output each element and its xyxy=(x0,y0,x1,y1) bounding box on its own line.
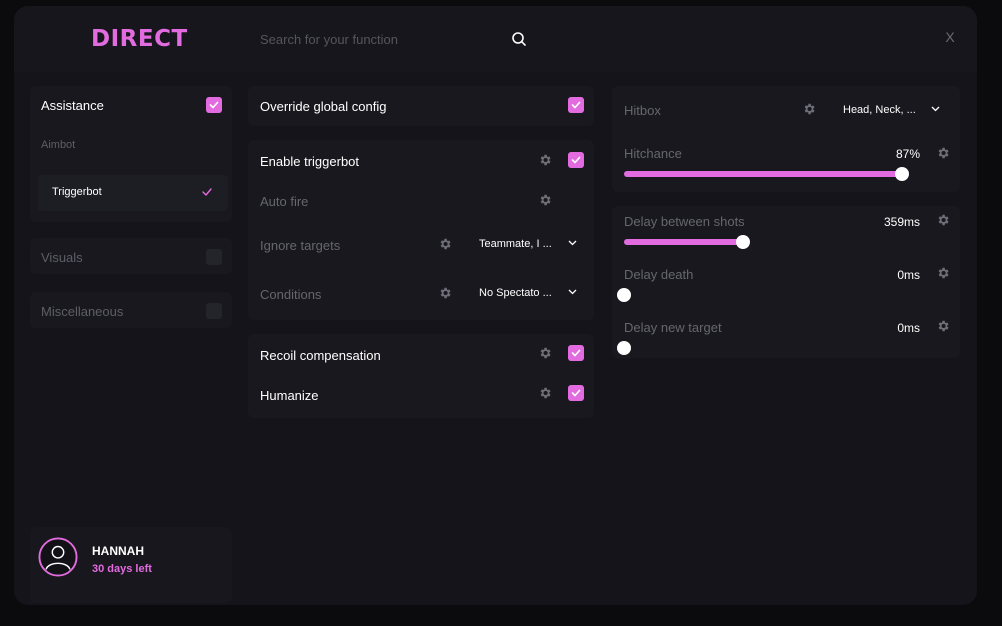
enable-triggerbot-label: Enable triggerbot xyxy=(260,154,360,169)
search-input[interactable] xyxy=(250,26,530,52)
override-label: Override global config xyxy=(260,99,387,114)
conditions-label: Conditions xyxy=(260,287,322,302)
sidebar-aimbot-label[interactable]: Aimbot xyxy=(41,139,76,151)
delay-death-label: Delay death xyxy=(624,267,694,282)
delay-target-value: 0ms xyxy=(897,321,920,335)
sidebar-item-triggerbot[interactable]: Triggerbot xyxy=(38,175,228,211)
ignore-targets-dropdown[interactable]: Teammate, I ... xyxy=(479,231,577,257)
misc-checkbox[interactable] xyxy=(206,303,222,319)
delay-panel: Delay between shots 359ms Delay death 0m… xyxy=(612,206,960,358)
delay-target-slider[interactable] xyxy=(617,341,921,355)
slider-handle[interactable] xyxy=(735,235,750,249)
app-logo: DIRECT xyxy=(91,26,188,52)
chevron-down-icon xyxy=(568,289,577,295)
sidebar-visuals-label: Visuals xyxy=(41,250,83,265)
hitbox-label: Hitbox xyxy=(624,103,661,118)
auto-fire-label: Auto fire xyxy=(260,194,309,209)
chevron-down-icon xyxy=(931,106,940,112)
override-panel: Override global config xyxy=(248,86,594,126)
visuals-checkbox[interactable] xyxy=(206,249,222,265)
conditions-value: No Spectato ... xyxy=(479,287,552,299)
recoil-checkbox[interactable] xyxy=(568,345,584,361)
sidebar-item-label: Triggerbot xyxy=(52,186,102,198)
gear-icon[interactable] xyxy=(538,386,552,400)
check-icon xyxy=(202,188,212,196)
hitchance-value: 87% xyxy=(895,147,920,161)
humanize-checkbox[interactable] xyxy=(568,385,584,401)
user-name: HANNAH xyxy=(92,544,144,558)
hitchance-label: Hitchance xyxy=(624,146,682,161)
gear-icon[interactable] xyxy=(936,146,950,160)
slider-handle[interactable] xyxy=(895,167,909,181)
check-icon xyxy=(209,101,219,109)
slider-handle[interactable] xyxy=(617,341,631,355)
ignore-targets-value: Teammate, I ... xyxy=(479,238,552,250)
slider-fill xyxy=(624,171,902,177)
close-button[interactable]: X xyxy=(945,29,955,45)
gear-icon[interactable] xyxy=(936,319,950,333)
humanize-label: Humanize xyxy=(260,388,319,403)
sidebar-misc-label: Miscellaneous xyxy=(41,304,124,319)
delay-death-slider[interactable] xyxy=(617,288,921,302)
check-icon xyxy=(571,156,581,164)
hitchance-slider[interactable] xyxy=(624,167,909,181)
delay-target-label: Delay new target xyxy=(624,320,722,335)
check-icon xyxy=(571,349,581,357)
sidebar-assistance-label[interactable]: Assistance xyxy=(41,98,104,113)
triggerbot-panel: Enable triggerbot Auto fire Ignore targe… xyxy=(248,140,594,320)
hitbox-value: Head, Neck, ... xyxy=(843,104,916,116)
check-icon xyxy=(571,389,581,397)
app-window: DIRECT X Assistance Aimbot Triggerbot Vi… xyxy=(14,6,977,605)
sidebar-section-miscellaneous[interactable]: Miscellaneous xyxy=(30,292,232,328)
assistance-checkbox[interactable] xyxy=(206,97,222,113)
chevron-down-icon xyxy=(568,240,577,246)
header: DIRECT X xyxy=(14,6,977,72)
hitbox-dropdown[interactable]: Head, Neck, ... xyxy=(843,97,940,123)
search-icon[interactable] xyxy=(511,31,527,47)
gear-icon[interactable] xyxy=(802,102,816,116)
delay-shots-slider[interactable] xyxy=(624,235,921,249)
gear-icon[interactable] xyxy=(438,286,452,300)
slider-fill xyxy=(624,239,743,245)
ignore-targets-label: Ignore targets xyxy=(260,238,341,253)
enable-triggerbot-checkbox[interactable] xyxy=(568,152,584,168)
delay-shots-label: Delay between shots xyxy=(624,214,745,229)
slider-handle[interactable] xyxy=(617,288,631,302)
override-checkbox[interactable] xyxy=(568,97,584,113)
user-avatar-icon[interactable] xyxy=(38,537,78,577)
user-card: HANNAH 30 days left xyxy=(30,527,232,603)
check-icon xyxy=(571,101,581,109)
delay-death-value: 0ms xyxy=(897,268,920,282)
gear-icon[interactable] xyxy=(438,237,452,251)
conditions-dropdown[interactable]: No Spectato ... xyxy=(479,280,577,306)
delay-shots-value: 359ms xyxy=(883,215,920,229)
subscription-status: 30 days left xyxy=(92,563,152,575)
gear-icon[interactable] xyxy=(936,213,950,227)
recoil-panel: Recoil compensation Humanize xyxy=(248,334,594,418)
gear-icon[interactable] xyxy=(538,193,552,207)
recoil-label: Recoil compensation xyxy=(260,348,381,363)
gear-icon[interactable] xyxy=(538,346,552,360)
sidebar-section-visuals[interactable]: Visuals xyxy=(30,238,232,274)
hitbox-panel: Hitbox Head, Neck, ... Hitchance 87% xyxy=(612,86,960,192)
gear-icon[interactable] xyxy=(936,266,950,280)
gear-icon[interactable] xyxy=(538,153,552,167)
